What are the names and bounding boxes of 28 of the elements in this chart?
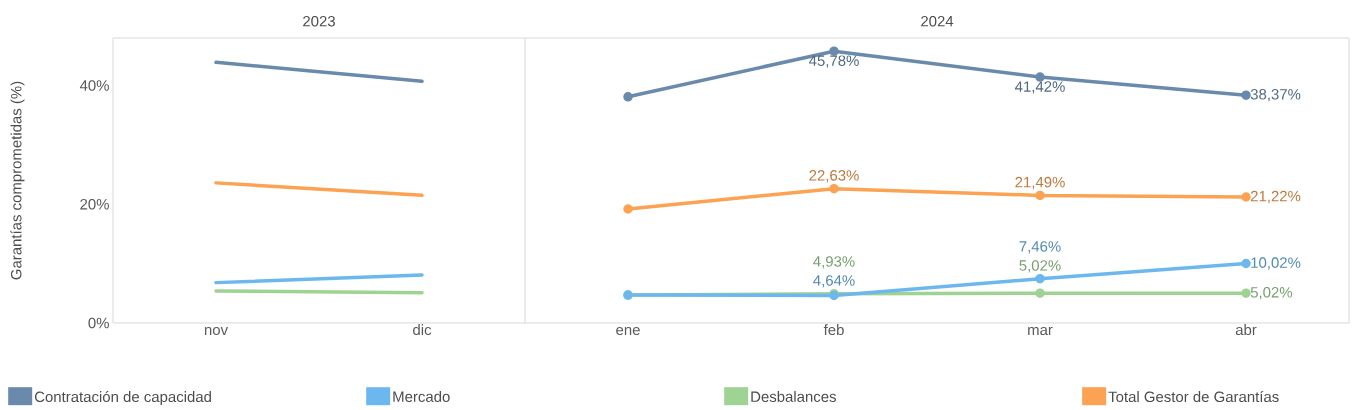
data-label: 22,63% xyxy=(809,170,859,183)
chart-title: 2024 xyxy=(921,15,954,27)
data-label: 21,22% xyxy=(1250,190,1301,204)
legend-label: Mercado xyxy=(393,391,450,402)
data-label: 38,37% xyxy=(1250,89,1301,102)
y-tick-label: 40% xyxy=(79,80,109,91)
data-label: 10,02% xyxy=(1251,257,1301,270)
x-tick-label: ene xyxy=(616,326,640,336)
x-tick-label: mar xyxy=(1028,326,1053,336)
data-label: 41,42% xyxy=(1015,81,1065,94)
data-label: 5,02% xyxy=(1019,260,1061,273)
x-tick-label: feb xyxy=(823,324,844,336)
data-label: 7,46% xyxy=(1019,241,1061,254)
legend-label: Contratación de capacidad xyxy=(34,390,211,406)
chart-title: 2023 xyxy=(303,15,335,27)
x-tick-label: dic xyxy=(413,324,432,336)
x-tick-label: nov xyxy=(204,326,228,336)
data-label: 21,49% xyxy=(1015,176,1065,190)
data-label: 4,64% xyxy=(813,275,855,288)
y-tick-label: 20% xyxy=(80,198,109,210)
data-label: 5,02% xyxy=(1250,287,1293,300)
y-axis-title: Garantías comprometidas (%) xyxy=(10,81,25,280)
legend-label: Total Gestor de Garantías xyxy=(1108,390,1279,403)
y-tick-label: 0% xyxy=(88,317,109,329)
x-tick-label: abr xyxy=(1235,324,1257,336)
data-label: 4,93% xyxy=(813,256,855,269)
data-label: 45,78% xyxy=(809,55,859,68)
legend-label: Desbalances xyxy=(751,391,836,402)
